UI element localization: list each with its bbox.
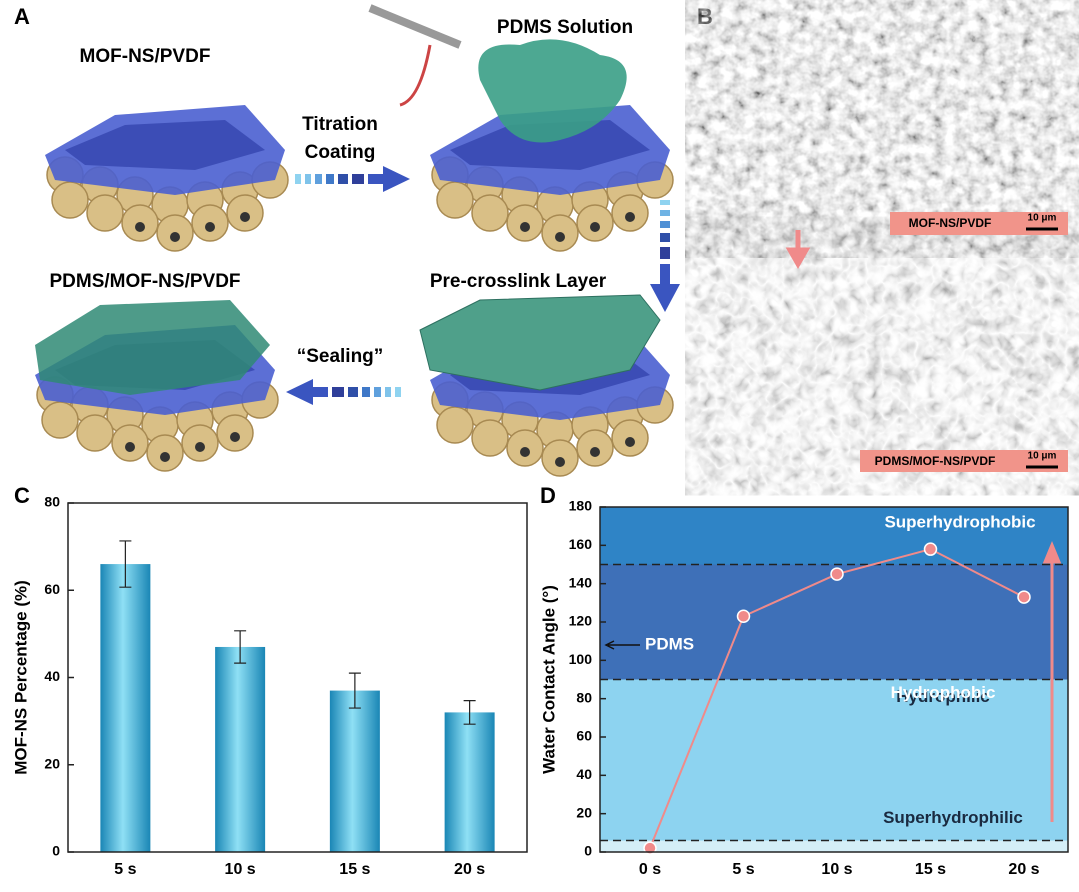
error-bar (463, 700, 476, 725)
y-tick-label: 60 (44, 581, 60, 597)
point (923, 542, 938, 556)
annotation-arrow (604, 640, 640, 650)
x-tick-label: 0 s (639, 861, 661, 878)
error-bar (119, 540, 132, 588)
y-tick-label: 120 (569, 613, 593, 629)
chart: C 5 s 10 s 15 s 20 s 0 20 40 60 80 MOF-NS Percenta… (11, 483, 528, 878)
bar (215, 646, 266, 852)
y-tick-label: 80 (44, 494, 60, 510)
y-tick-label: 100 (569, 651, 593, 667)
y-tick-label: 60 (576, 728, 592, 744)
panel-b: B MOF-NS/PVDF 10 μm PDMS/MOF-NS/PVDF 10 … (697, 4, 1068, 472)
pre-crosslink-layer (419, 294, 661, 391)
region (600, 679, 1068, 841)
label: PDMS Solution (497, 17, 633, 38)
annotation: PDMS (645, 634, 694, 653)
region-label: Superhydrophobic (884, 512, 1035, 531)
arrow (785, 230, 811, 270)
label: PDMS/MOF-NS/PVDF (49, 271, 240, 292)
label: Coating (305, 142, 376, 163)
caption: PDMS/MOF-NS/PVDF (875, 454, 996, 468)
region (600, 840, 1068, 852)
y-axis-label: MOF-NS Percentage (%) (11, 580, 30, 775)
x-tick-label: 20 s (1008, 861, 1039, 878)
label: Pre-crosslink Layer (430, 271, 607, 292)
error-bar (348, 672, 361, 709)
label: “Sealing” (297, 346, 384, 367)
caption-box (860, 450, 1068, 472)
label: MOF-NS/PVDF (80, 46, 211, 67)
bar (100, 564, 151, 852)
point (643, 841, 657, 855)
point (830, 567, 844, 581)
bar (444, 712, 495, 852)
panel-letter: C (14, 483, 30, 508)
panel-letter: A (14, 4, 30, 29)
caption-box (890, 212, 1068, 235)
arrow (295, 166, 410, 192)
plot-frame (599, 506, 1069, 853)
y-tick-label: 40 (576, 766, 592, 782)
point (1017, 590, 1031, 604)
x-tick-label: 5 s (114, 861, 136, 878)
y-tick-label: 140 (569, 574, 593, 590)
label: Titration (302, 114, 378, 135)
scale-label: 10 μm (1028, 213, 1057, 224)
arrow (286, 379, 401, 405)
x-tick-label: 10 s (821, 861, 852, 878)
y-tick-label: 180 (569, 498, 593, 514)
scale-label: 10 μm (1028, 451, 1057, 462)
region-label: Superhydrophilic (883, 808, 1023, 827)
region (600, 507, 1068, 565)
caption: MOF-NS/PVDF (909, 216, 992, 230)
x-tick-label: 15 s (339, 861, 370, 878)
y-axis-label: Water Contact Angle (°) (539, 585, 558, 774)
y-tick-label: 20 (44, 755, 60, 771)
x-tick-label: 15 s (915, 861, 946, 878)
spray-gun (368, 4, 462, 107)
error-bar (234, 630, 247, 664)
pdms-solution (478, 39, 627, 143)
arrow (650, 200, 680, 312)
panel-a: A MOF-NS/PVDF Titration Coating PDMS Sol… (14, 4, 680, 477)
bar (329, 690, 380, 852)
region-label: Hydrophilic (896, 687, 990, 706)
region (600, 564, 1068, 680)
sem-image (720, 5, 1068, 235)
y-tick-label: 0 (584, 843, 592, 859)
x-tick-label: 20 s (454, 861, 485, 878)
sealed-layer (35, 300, 270, 395)
panel-letter: D (540, 483, 556, 508)
sem-image (720, 240, 1068, 472)
panel-letter: B (697, 4, 713, 29)
y-tick-label: 0 (52, 843, 60, 859)
y-tick-label: 40 (44, 668, 60, 684)
trend-arrow (1042, 541, 1062, 822)
y-tick-label: 160 (569, 536, 593, 552)
x-tick-label: 10 s (225, 861, 256, 878)
x-tick-label: 5 s (732, 861, 754, 878)
region-label: Hydrophobic (891, 683, 996, 702)
membrane-illustration (44, 104, 289, 252)
y-tick-label: 20 (576, 804, 592, 820)
point (736, 609, 751, 623)
y-tick-label: 80 (576, 689, 592, 705)
